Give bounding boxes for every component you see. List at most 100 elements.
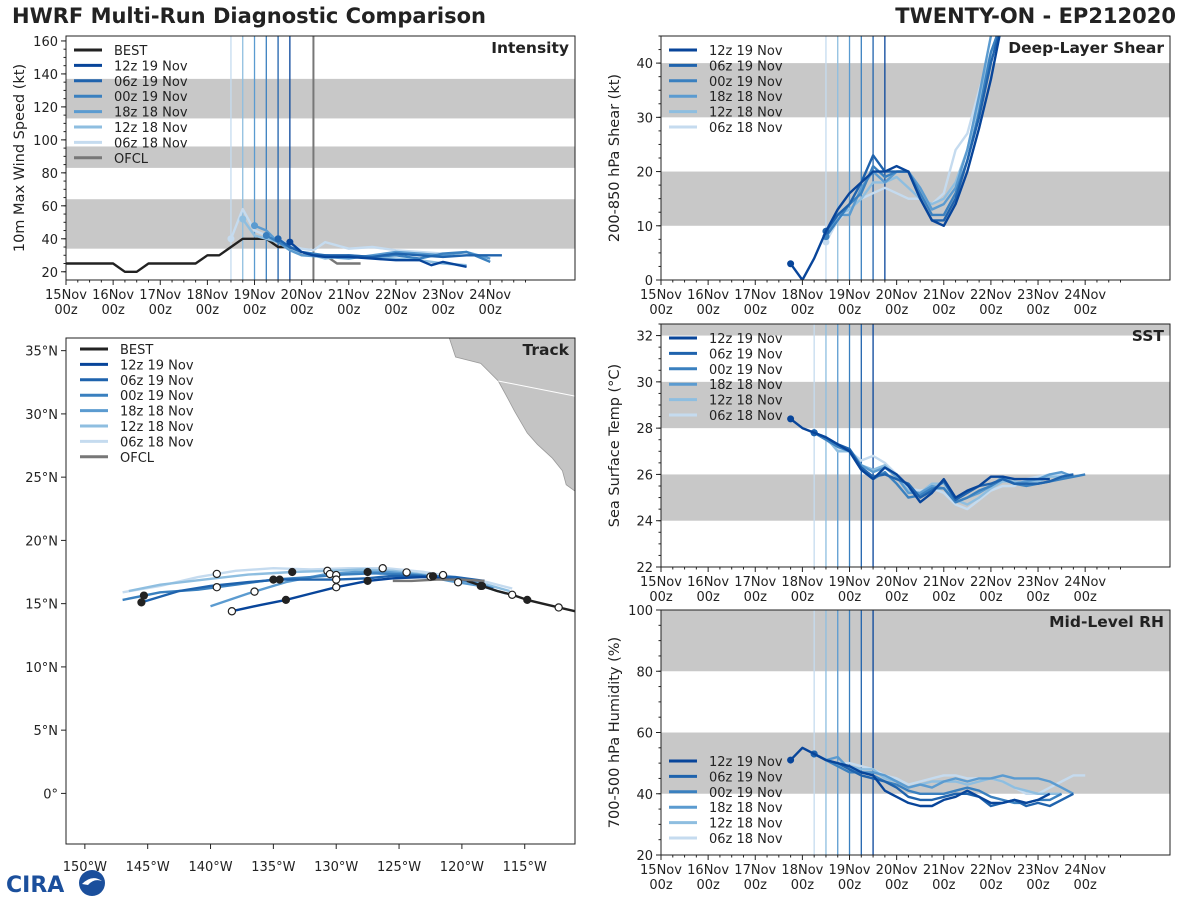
sst-legend-label: 12z 19 Nov (709, 332, 783, 347)
intensity-xtick-label: 00z (384, 303, 408, 318)
sst-ytick-label: 28 (636, 422, 653, 437)
shear-ytick-label: 0 (645, 274, 653, 289)
sst-band (661, 324, 1170, 336)
sst-series-06z-19-nov (813, 431, 1074, 502)
shear-xtick-label: 22Nov (970, 288, 1012, 303)
sst-plot-area (661, 324, 1170, 567)
logo-text: CIRA (6, 873, 64, 898)
sst-xtick-label: 00z (791, 590, 815, 605)
track-position-marker (477, 581, 487, 591)
storm-id: TWENTY-ON - EP212020 (895, 4, 1176, 28)
shear-xtick-label: 00z (1073, 303, 1097, 318)
shear-band (661, 63, 1170, 118)
intensity-xtick-label: 00z (337, 303, 361, 318)
intensity-init-marker (239, 215, 247, 223)
track-position-marker (378, 564, 387, 573)
rh-legend-label: 12z 19 Nov (709, 755, 783, 770)
track-legend-label: 06z 19 Nov (120, 374, 194, 389)
track-xtick-label: 120°W (440, 860, 484, 875)
sst-xtick-label: 20Nov (876, 575, 918, 590)
intensity-init-marker (227, 235, 235, 243)
rh-xtick-label: 00z (932, 878, 956, 893)
sst-xtick-label: 00z (649, 590, 673, 605)
cira-logo: CIRA (6, 870, 105, 898)
intensity-ytick-label: 120 (33, 101, 58, 116)
rh-xtick-label: 00z (791, 878, 815, 893)
intensity-xtick-label: 00z (243, 303, 267, 318)
intensity-band (66, 78, 575, 119)
rh-xtick-label: 21Nov (923, 863, 965, 878)
intensity-legend-label: 12z 19 Nov (114, 59, 188, 74)
shear-legend-label: 06z 18 Nov (709, 121, 783, 136)
intensity-legend-label: 06z 19 Nov (114, 75, 188, 90)
sst-legend-label: 00z 19 Nov (709, 363, 783, 378)
track-ytick-label: 15°N (25, 598, 58, 613)
intensity-xtick-label: 21Nov (328, 288, 370, 303)
sst-legend-label: 06z 18 Nov (709, 409, 783, 424)
shear-ytick-label: 30 (636, 111, 653, 126)
track-ytick-label: 25°N (25, 471, 58, 486)
intensity-init-marker (251, 222, 259, 230)
shear-ytick-label: 40 (636, 57, 653, 72)
track-position-marker (507, 590, 517, 599)
shear-xtick-label: 18Nov (781, 288, 823, 303)
track-legend-label: 12z 19 Nov (120, 358, 194, 373)
track-position-marker (139, 591, 149, 600)
rh-ytick-label: 100 (628, 604, 653, 619)
sst-plot-content (661, 324, 1170, 567)
track-ytick-label: 30°N (25, 408, 58, 423)
intensity-title: Intensity (491, 39, 569, 57)
sst-ylabel: Sea Surface Temp (°C) (607, 364, 623, 527)
rh-ytick-label: 40 (636, 788, 653, 803)
intensity-ytick-label: 140 (33, 68, 58, 83)
intensity-xtick-label: 22Nov (375, 288, 417, 303)
shear-legend-label: 12z 18 Nov (709, 106, 783, 121)
sst-series-12z-19-nov (789, 417, 1050, 504)
sst-xtick-label: 18Nov (781, 575, 823, 590)
sst-title: SST (1132, 327, 1165, 345)
intensity-xtick-label: 00z (196, 303, 220, 318)
sst-xtick-label: 15Nov (640, 575, 682, 590)
intensity-init-marker (274, 235, 282, 243)
track-ytick-label: 35°N (25, 345, 58, 360)
track-border (498, 380, 575, 397)
shear-ylabel: 200-850 hPa Shear (kt) (607, 74, 623, 242)
sst-band (661, 381, 1170, 429)
shear-xtick-label: 00z (979, 303, 1003, 318)
track-ytick-label: 0° (43, 787, 58, 802)
intensity-legend-label: OFCL (114, 152, 149, 167)
intensity-xtick-label: 00z (290, 303, 314, 318)
track-position-marker (363, 567, 372, 577)
page-title: HWRF Multi-Run Diagnostic Comparison (12, 4, 487, 28)
sst-ytick-label: 30 (636, 376, 653, 391)
shear-xtick-label: 00z (791, 303, 815, 318)
rh-xtick-label: 00z (1026, 878, 1050, 893)
rh-xtick-label: 24Nov (1064, 863, 1106, 878)
sst-xtick-label: 00z (932, 590, 956, 605)
rh-xtick-label: 18Nov (781, 863, 823, 878)
shear-title: Deep-Layer Shear (1008, 39, 1164, 57)
track-plot-content (122, 338, 575, 616)
track-position-marker (332, 583, 341, 592)
shear-xtick-label: 17Nov (734, 288, 776, 303)
sst-xtick-label: 00z (744, 590, 768, 605)
track-position-marker (212, 569, 222, 579)
sst-legend-label: 06z 19 Nov (709, 347, 783, 362)
sst-xtick-label: 16Nov (687, 575, 729, 590)
track-xtick-label: 115°W (503, 860, 547, 875)
rh-legend-label: 06z 18 Nov (709, 832, 783, 847)
shear-xtick-label: 21Nov (923, 288, 965, 303)
shear-ytick-label: 20 (636, 166, 653, 181)
rh-series-12z-18-nov (813, 752, 1062, 795)
sst-xtick-label: 00z (696, 590, 720, 605)
rh-series-06z-19-nov (813, 752, 1074, 808)
shear-panel: 01020304015Nov00z16Nov00z17Nov00z18Nov00… (607, 35, 1171, 318)
sst-xtick-label: 00z (979, 590, 1003, 605)
intensity-xtick-label: 00z (149, 303, 173, 318)
rh-xtick-label: 15Nov (640, 863, 682, 878)
track-legend-label: 12z 18 Nov (120, 420, 194, 435)
rh-xtick-label: 00z (744, 878, 768, 893)
rh-xtick-label: 22Nov (970, 863, 1012, 878)
sst-xtick-label: 23Nov (1017, 575, 1059, 590)
